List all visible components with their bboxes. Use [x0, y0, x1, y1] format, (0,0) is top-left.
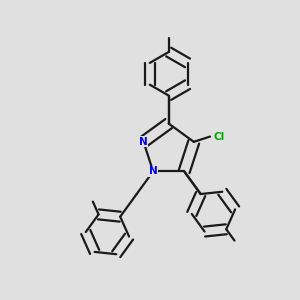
- Text: N: N: [139, 137, 148, 147]
- Text: Cl: Cl: [214, 131, 225, 142]
- Text: N: N: [149, 167, 158, 176]
